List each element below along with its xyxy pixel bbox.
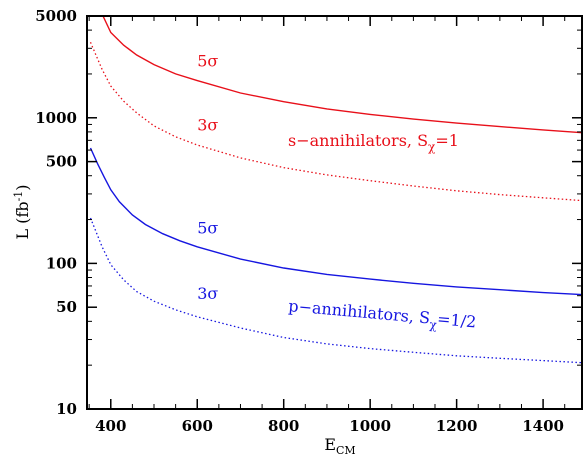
y-tick-label: 500 [46, 153, 77, 171]
x-tick-label: 1000 [349, 417, 391, 435]
y-axis-title-end: ) [13, 184, 32, 190]
annotation-4: 5σ [197, 219, 218, 238]
series-layer [89, 16, 582, 364]
annotation-6: p−annihilators, Sχ=1/2 [287, 296, 477, 335]
x-tick-label: 800 [268, 417, 299, 435]
x-axis-title-sub: CM [336, 444, 356, 455]
y-tick-label: 50 [56, 298, 77, 316]
x-tick-label: 1200 [436, 417, 478, 435]
y-axis-title-sup: -1 [12, 191, 25, 202]
annotation-2: 3σ [197, 115, 218, 134]
x-axis-title: ECM [324, 435, 355, 455]
annotation-1: 5σ [197, 51, 218, 70]
y-tick-label: 5000 [35, 7, 77, 25]
x-axis-title-main: E [324, 435, 336, 454]
x-tick-label: 400 [95, 417, 126, 435]
y-axis-title-main: L (fb [13, 201, 32, 239]
annotation-layer: 5σ 3σ s−annihilators, Sχ=1 5σ 3σ p−annihilato… [197, 51, 477, 335]
series-line-3 [89, 147, 582, 296]
y-tick-label: 10 [56, 400, 77, 418]
annotation-5: 3σ [197, 284, 218, 303]
y-tick-label: 1000 [35, 109, 77, 127]
series-line-2 [89, 42, 582, 202]
y-tick-label: 100 [46, 254, 77, 272]
plot-frame [86, 15, 583, 410]
y-axis-title: L (fb-1) [12, 184, 32, 239]
x-tick-label: 1400 [522, 417, 564, 435]
series-line-4 [89, 217, 582, 364]
x-tick-label: 600 [182, 417, 213, 435]
annotation-3: s−annihilators, Sχ=1 [288, 131, 459, 154]
tick-layer: 400 600 800 1000 1200 1400 10 50 100 500 1000 5000 [35, 7, 582, 435]
series-line-1 [102, 16, 582, 134]
